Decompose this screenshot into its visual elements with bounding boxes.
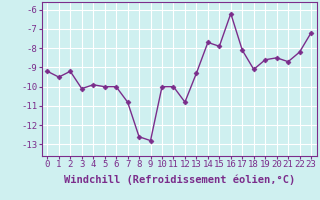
X-axis label: Windchill (Refroidissement éolien,°C): Windchill (Refroidissement éolien,°C) [64, 175, 295, 185]
